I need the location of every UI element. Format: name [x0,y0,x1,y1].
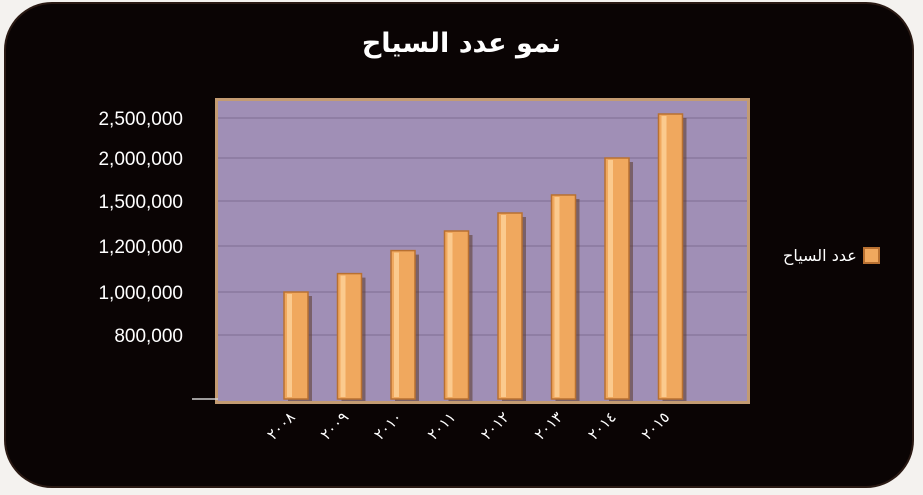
chart-title: نمو عدد السياح [361,28,562,59]
bar-highlight [447,233,453,397]
x-tick-label: ٢٠٠٨ [263,408,299,444]
y-tick-label: 2,000,000 [98,149,183,170]
legend-swatch [862,247,880,264]
bar [550,194,577,400]
bar [657,113,684,400]
bar [336,272,363,400]
y-tick-label: 2,500,000 [98,109,183,130]
x-tick-label: ٢٠٠٩ [317,408,353,444]
legend-label: عدد السياح [783,246,857,265]
x-tick-label: ٢٠١٥ [638,408,674,444]
y-tick-label: 1,200,000 [98,237,183,258]
x-tick-label: ٢٠١٤ [584,408,620,444]
legend: عدد السياح [783,246,880,265]
bar-highlight [554,196,560,397]
bars [283,113,687,401]
y-tick-label: 1,000,000 [98,283,183,304]
bar-highlight [287,294,292,397]
bar-highlight [608,160,613,397]
x-tick-label: ٢٠١٢ [477,408,513,444]
bar [443,230,470,400]
y-tick-label: 800,000 [114,326,183,347]
bar [497,212,523,400]
bar-highlight [501,215,506,397]
bar [283,291,309,400]
bar-highlight [340,275,346,397]
bar [604,157,630,400]
x-tick-label: ٢٠١٠ [370,408,406,444]
y-axis-ticks: 2,500,000 2,000,000 1,500,000 1,200,000 1,00… [98,109,183,347]
y-tick-label: 1,500,000 [98,192,183,213]
bar-highlight [394,252,399,397]
x-tick-label: ٢٠١٣ [531,408,567,444]
bar-highlight [661,116,667,397]
x-axis-ticks: ٢٠٠٨ ٢٠٠٩ ٢٠١٠ ٢٠١١ ٢٠١٢ ٢٠١٣ ٢٠١٤ ٢٠١٥ [263,408,673,444]
bar [390,249,416,400]
x-tick-label: ٢٠١١ [424,408,460,444]
